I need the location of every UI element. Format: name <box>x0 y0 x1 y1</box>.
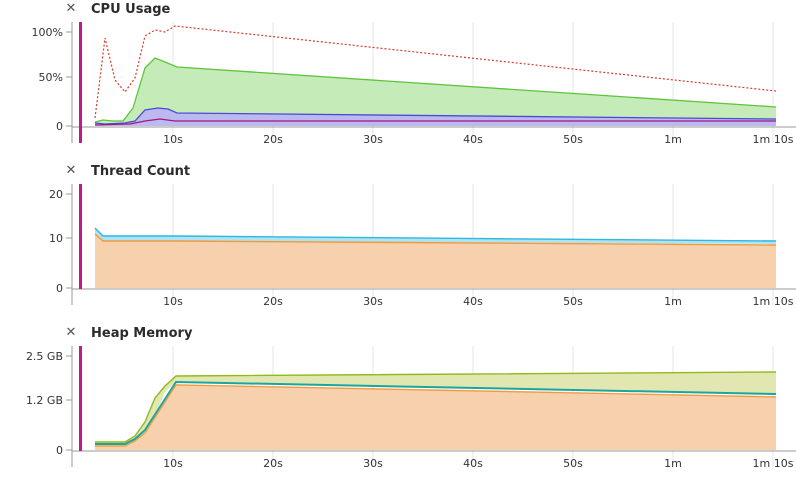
y-tick-label: 50% <box>39 71 63 84</box>
x-tick-label: 30s <box>363 295 383 308</box>
x-tick-label: 1m 10s <box>753 133 794 146</box>
heap-memory-panel: 2.5 GB 1.2 GB 0 10s 20s 30s 40s 50s 1m 1… <box>0 324 796 486</box>
cpu-series-blue-line <box>94 107 777 125</box>
close-icon[interactable]: ✕ <box>65 1 77 16</box>
cpu-series-green-area <box>95 58 776 126</box>
x-tick-label: 30s <box>363 133 383 146</box>
y-tick-label: 0 <box>56 444 63 457</box>
x-tick-label: 50s <box>563 133 583 146</box>
x-tick-label: 20s <box>263 133 283 146</box>
y-tick-label: 1.2 GB <box>26 394 63 407</box>
x-tick-label: 1m <box>664 133 682 146</box>
thread-series-orange-line <box>94 233 777 246</box>
cpu-usage-chart: 100% 50% 0 10s 20s 30s 40s 50s 1m 1m 10s <box>32 22 796 146</box>
x-tick-label: 1m <box>664 295 682 308</box>
y-tick-label: 20 <box>49 188 63 201</box>
cpu-series-green-line <box>94 57 777 123</box>
panel-title: CPU Usage <box>91 2 171 17</box>
close-icon[interactable]: ✕ <box>65 325 77 340</box>
time-marker[interactable] <box>79 184 82 289</box>
heap-series-orange-area <box>95 384 776 450</box>
close-icon[interactable]: ✕ <box>65 163 77 178</box>
x-tick-label: 40s <box>463 133 483 146</box>
x-tick-label: 20s <box>263 457 283 470</box>
panel-header: ✕ CPU Usage <box>0 0 796 20</box>
panel-title: Thread Count <box>91 164 191 179</box>
thread-count-panel: 20 10 0 10s 20s 30s 40s 50s 1m 1m 10s ✕ … <box>0 162 796 324</box>
cpu-series-purple-line <box>94 118 776 126</box>
y-tick-label: 10 <box>49 232 63 245</box>
thread-series-orange-area <box>95 234 776 288</box>
x-tick-label: 50s <box>563 457 583 470</box>
heap-series-orange-line <box>95 384 777 447</box>
thread-series-cyan-line <box>94 227 777 242</box>
heap-series-olive-line <box>95 371 777 443</box>
y-tick-label: 100% <box>32 26 63 39</box>
x-tick-label: 1m <box>664 457 682 470</box>
cpu-usage-panel: 100% 50% 0 10s 20s 30s 40s 50s 1m 1m 10s… <box>0 0 796 162</box>
panel-header: ✕ Thread Count <box>0 162 796 182</box>
x-tick-label: 40s <box>463 295 483 308</box>
y-tick-label: 0 <box>56 120 63 133</box>
panel-header: ✕ Heap Memory <box>0 324 796 344</box>
time-marker[interactable] <box>79 346 82 451</box>
x-tick-label: 30s <box>363 457 383 470</box>
x-tick-label: 40s <box>463 457 483 470</box>
x-tick-label: 20s <box>263 295 283 308</box>
panel-title: Heap Memory <box>91 326 193 341</box>
x-tick-label: 1m 10s <box>753 457 794 470</box>
x-tick-label: 1m 10s <box>753 295 794 308</box>
time-marker[interactable] <box>79 22 82 143</box>
x-tick-label: 10s <box>163 457 183 470</box>
x-tick-label: 50s <box>563 295 583 308</box>
y-tick-label: 0 <box>56 282 63 295</box>
heap-series-teal-line <box>95 380 777 445</box>
heap-memory-chart: 2.5 GB 1.2 GB 0 10s 20s 30s 40s 50s 1m 1… <box>26 346 796 470</box>
thread-count-chart: 20 10 0 10s 20s 30s 40s 50s 1m 1m 10s <box>49 184 796 308</box>
x-tick-label: 10s <box>163 133 183 146</box>
y-tick-label: 2.5 GB <box>26 350 63 363</box>
x-tick-label: 10s <box>163 295 183 308</box>
